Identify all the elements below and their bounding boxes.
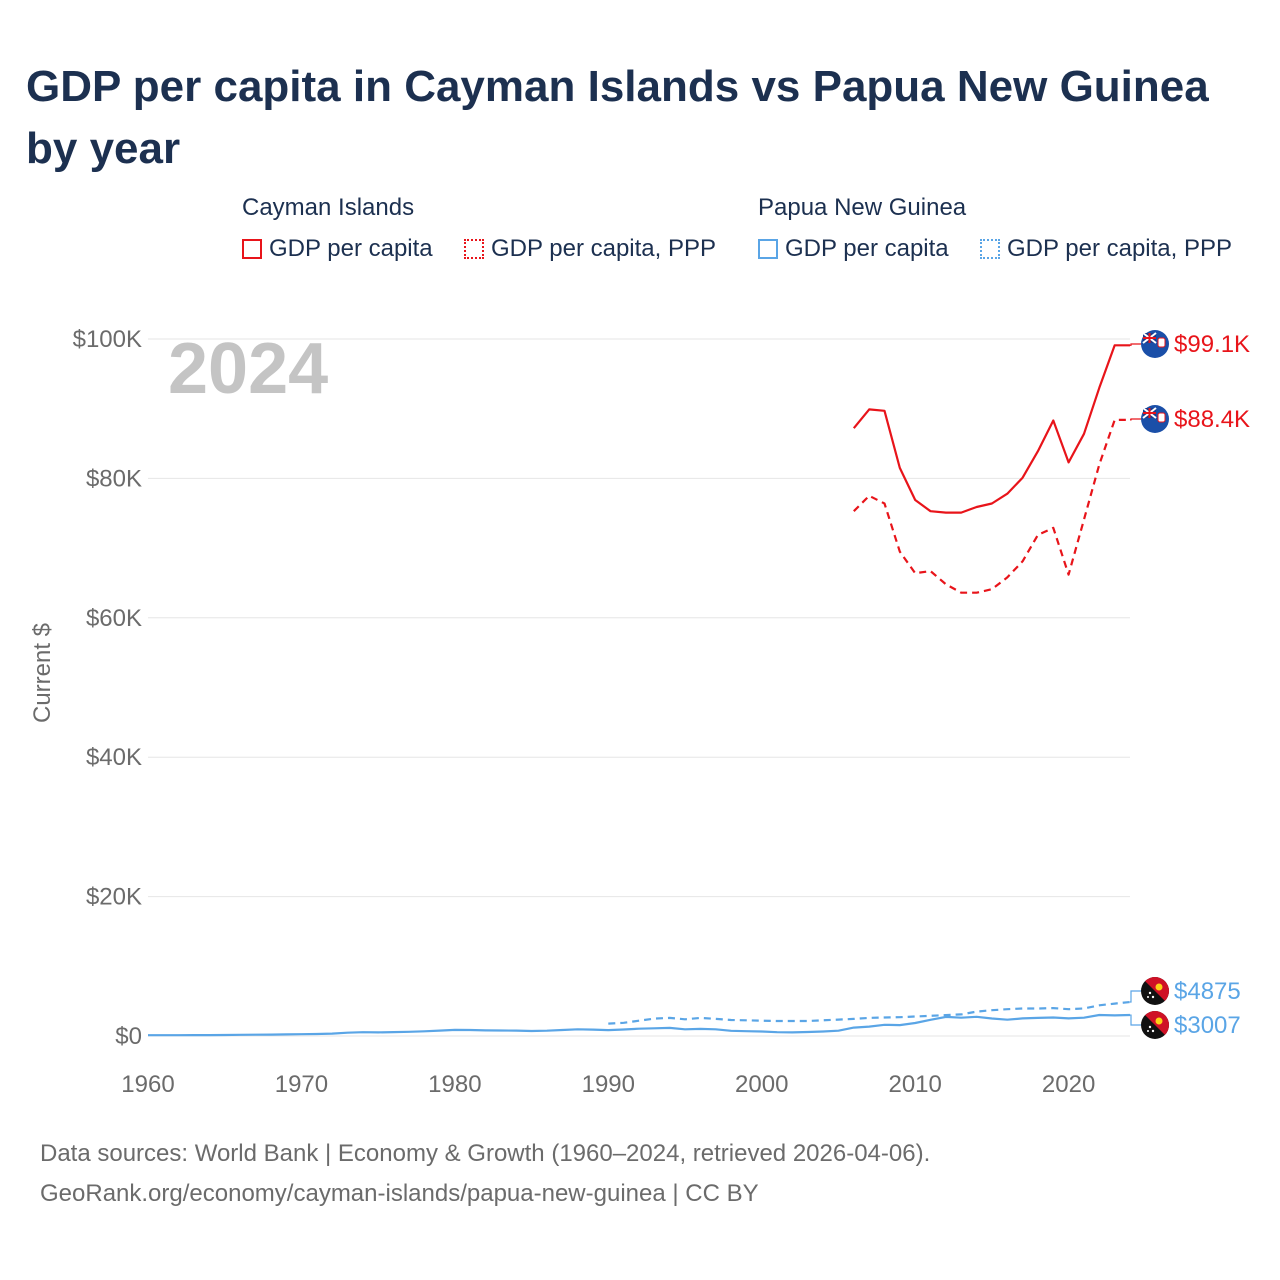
- legend-item-png-gdp[interactable]: GDP per capita: [758, 235, 949, 263]
- data-source-note: Data sources: World Bank | Economy & Gro…: [40, 1140, 931, 1167]
- series-line[interactable]: [148, 1013, 1131, 1037]
- legend-item-cayman-ppp[interactable]: GDP per capita, PPP: [464, 235, 716, 263]
- legend-label: GDP per capita: [269, 235, 433, 262]
- cayman-islands-flag-icon: [1141, 330, 1169, 358]
- x-tick-label: 2000: [735, 1071, 788, 1098]
- year-watermark: 2024: [168, 329, 328, 409]
- x-tick-label: 1970: [275, 1071, 328, 1098]
- legend-group-png: Papua New Guinea: [758, 194, 967, 221]
- legend-swatch-solid-icon: [758, 239, 778, 259]
- end-value-label: $4875: [1174, 978, 1241, 1005]
- legend-swatch-dotted-icon: [464, 239, 484, 259]
- axes: $0 $20K $40K $60K $80K $100K 1960 1970 1980 1990 2…: [73, 326, 1096, 1098]
- x-tick-label: 1980: [428, 1071, 481, 1098]
- end-label-connector: [1130, 1014, 1141, 1026]
- end-value-label: $3007: [1174, 1012, 1241, 1039]
- end-label-connector: [1130, 990, 1141, 1003]
- legend-swatch-solid-icon: [242, 239, 262, 259]
- end-labels: $99.1K $88.4K $4875 $3007: [1130, 330, 1250, 1039]
- legend-swatch-dotted-icon: [980, 239, 1000, 259]
- legend-label: GDP per capita: [785, 235, 949, 262]
- y-tick-label: $100K: [73, 326, 142, 353]
- end-label-connector: [1130, 343, 1141, 346]
- y-tick-label: $40K: [86, 744, 142, 771]
- grid-lines: [148, 338, 1130, 1037]
- y-axis-label: Current $: [29, 623, 56, 723]
- x-tick-label: 2020: [1042, 1071, 1095, 1098]
- series-line[interactable]: [853, 418, 1130, 594]
- cayman-islands-flag-icon: [1141, 405, 1169, 433]
- papua-new-guinea-flag-icon: [1141, 1011, 1169, 1039]
- series-lines: [148, 344, 1131, 1037]
- end-value-label: $88.4K: [1174, 406, 1250, 433]
- end-value-label: $99.1K: [1174, 331, 1250, 358]
- series-line[interactable]: [608, 1000, 1131, 1025]
- y-tick-label: $0: [115, 1023, 142, 1050]
- y-tick-label: $60K: [86, 605, 142, 632]
- legend-group-cayman: Cayman Islands: [242, 194, 415, 221]
- end-label-connector: [1130, 418, 1141, 421]
- series-line[interactable]: [852, 344, 1130, 514]
- source-url[interactable]: GeoRank.org/economy/cayman-islands/papua…: [40, 1180, 759, 1207]
- legend-label: GDP per capita, PPP: [491, 235, 716, 262]
- x-tick-label: 2010: [888, 1071, 941, 1098]
- papua-new-guinea-flag-icon: [1141, 977, 1169, 1005]
- x-tick-label: 1960: [121, 1071, 174, 1098]
- y-tick-label: $20K: [86, 884, 142, 911]
- chart-title: GDP per capita in Cayman Islands vs Papu…: [26, 62, 1209, 173]
- x-tick-label: 1990: [582, 1071, 635, 1098]
- y-tick-label: $80K: [86, 465, 142, 492]
- legend-label: GDP per capita, PPP: [1007, 235, 1232, 262]
- legend-item-png-ppp[interactable]: GDP per capita, PPP: [980, 235, 1232, 263]
- legend-item-cayman-gdp[interactable]: GDP per capita: [242, 235, 433, 263]
